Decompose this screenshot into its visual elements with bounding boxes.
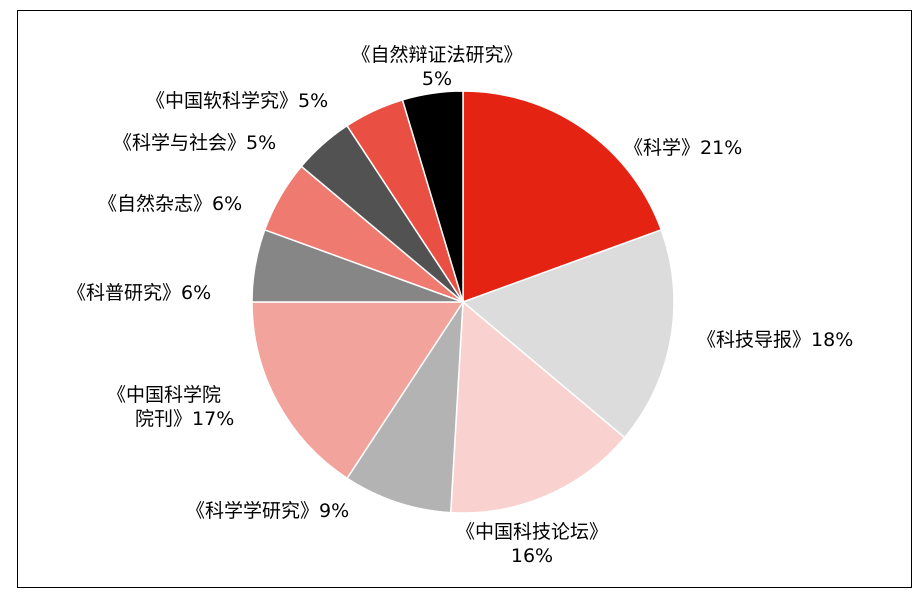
pie-slice-4 <box>251 301 465 480</box>
pie-slice-1 <box>461 228 675 439</box>
slice-name: 《科普研究》 <box>67 282 182 304</box>
slice-percent: 5% <box>421 68 453 90</box>
slice-label-kepu-yanjiu: 《科普研究》6% <box>67 281 211 305</box>
slice-label-zhongguo-kexueyuan-yuankan: 《中国科学院 院刊》17% <box>107 383 267 431</box>
slice-label-zhongguo-keji-luntan: 《中国科技论坛》 16% <box>434 520 630 568</box>
slice-name: 《中国软科学究》 <box>146 90 299 112</box>
slice-percent: 18% <box>811 329 854 351</box>
slice-name-line-1: 《中国科学院 <box>107 384 222 406</box>
slice-percent: 5% <box>246 132 277 154</box>
slice-label-kexue-yu-shehui: 《科学与社会》5% <box>113 131 276 155</box>
pie-slice-9 <box>401 90 464 303</box>
pie-slice-3 <box>346 299 464 514</box>
slice-name: 《自然辩证法研究》 <box>351 44 523 66</box>
slice-name: 《科学》 <box>624 137 701 159</box>
slice-name: 《科学与社会》 <box>113 132 247 154</box>
slice-label-ziran-bianzhengfa-yanjiu: 《自然辩证法研究》 5% <box>330 43 544 91</box>
slice-label-zhongguo-ruankexue: 《中国软科学究》5% <box>146 89 328 113</box>
slice-name-line-2: 院刊》 <box>135 408 193 430</box>
slice-label-ziran-zazhi: 《自然杂志》6% <box>98 192 242 216</box>
slice-percent: 16% <box>510 545 554 567</box>
slice-name-line-2-row: 院刊》17% <box>107 407 267 431</box>
slice-name: 《中国科技论坛》 <box>455 521 608 543</box>
slice-percent: 6% <box>181 282 212 304</box>
slice-label-keji-daobao: 《科技导报》18% <box>697 328 853 352</box>
slice-percent: 6% <box>212 193 243 215</box>
slice-label-kexuexue-yanjiu: 《科学学研究》9% <box>186 499 349 523</box>
pie-slice-2 <box>449 300 626 514</box>
slice-percent: 17% <box>192 408 235 430</box>
slice-name: 《科学学研究》 <box>186 500 320 522</box>
slice-percent: 9% <box>319 500 350 522</box>
slice-name: 《科技导报》 <box>697 329 812 351</box>
slice-label-kexue: 《科学》21% <box>624 136 742 160</box>
pie-slice-0 <box>462 90 663 304</box>
slice-percent: 21% <box>700 137 743 159</box>
slice-percent: 5% <box>298 90 329 112</box>
slice-name: 《自然杂志》 <box>98 193 213 215</box>
